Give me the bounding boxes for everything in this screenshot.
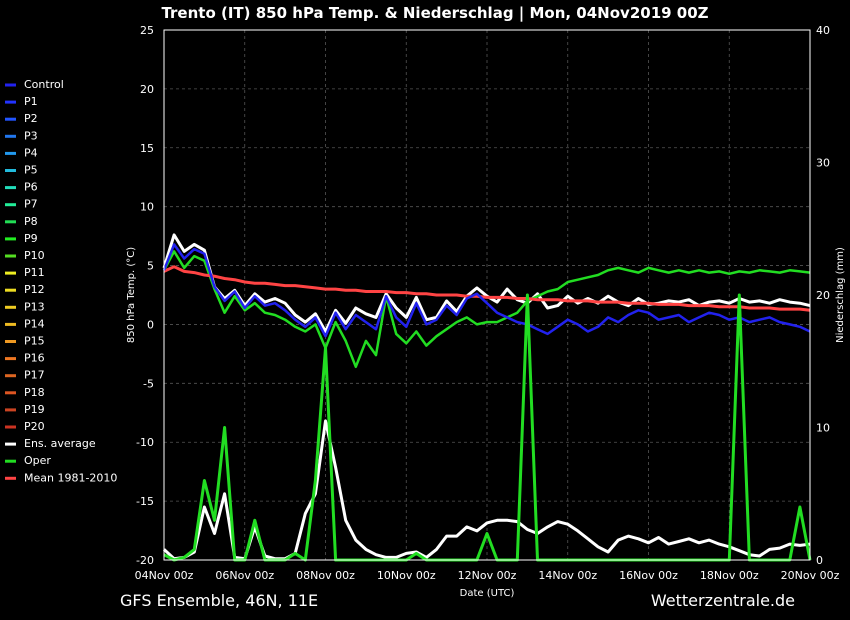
y2-tick-label: 30 [816,157,830,170]
legend-label: P8 [24,215,38,228]
legend-label: P9 [24,232,38,245]
temp-line-mean-1981-2010 [163,265,811,312]
legend-label: P20 [24,420,45,433]
legend-label: P16 [24,352,45,365]
legend-label: P13 [24,300,45,313]
legend-label: P10 [24,249,45,262]
x-tick-label: 04Nov 00z [135,569,194,582]
x-tick-label: 18Nov 00z [700,569,759,582]
x-tick-label: 16Nov 00z [619,569,678,582]
legend-label: Control [24,78,64,91]
temperature-series [162,233,811,369]
y-tick-label: 15 [140,142,154,155]
y-tick-label: -10 [136,436,154,449]
y2-tick-label: 0 [816,554,823,567]
legend-label: P11 [24,266,45,279]
x-tick-label: 14Nov 00z [538,569,597,582]
x-tick-label: 10Nov 00z [377,569,436,582]
y-tick-label: 10 [140,201,154,214]
y-tick-label: -15 [136,495,154,508]
legend-label: Mean 1981-2010 [24,471,117,484]
footer-source: GFS Ensemble, 46N, 11E [120,591,318,610]
temp-line-control [162,243,811,338]
legend-label: P3 [24,129,38,142]
y-axis-label: 850 hPa Temp. (°C) [126,247,137,343]
legend-label: P4 [24,146,38,159]
legend-label: P12 [24,283,45,296]
legend-label: P17 [24,369,45,382]
legend-label: P19 [24,403,45,416]
legend-label: P7 [24,198,38,211]
x-tick-label: 12Nov 00z [458,569,517,582]
y-tick-label: -5 [143,377,154,390]
y-tick-label: 0 [147,318,154,331]
y2-tick-label: 10 [816,422,830,435]
legend-label: P14 [24,317,45,330]
x-axis-label: Date (UTC) [460,588,515,599]
y2-axis-label: Niederschlag (mm) [835,247,846,343]
legend-label: P6 [24,181,38,194]
y-tick-label: 20 [140,83,154,96]
legend-label: Ens. average [24,437,96,450]
y2-tick-label: 40 [816,24,830,37]
plot-frame [163,29,811,561]
x-tick-label: 06Nov 00z [215,569,274,582]
y-tick-label: -20 [136,554,154,567]
x-tick-label: 20Nov 00z [781,569,840,582]
legend: Control P1 P2 P3 P4 P5 P6 P7 P8 P9 P10 P11 P12 P13 P14… [5,78,117,484]
legend-label: P1 [24,95,38,108]
precip-line-ens-average [162,419,811,561]
y2-axis-ticks: 40 30 20 10 0 [816,24,830,567]
legend-label: P5 [24,164,38,177]
legend-label: Oper [24,454,51,467]
x-tick-label: 08Nov 00z [296,569,355,582]
x-axis-ticks: 04Nov 00z 06Nov 00z 08Nov 00z 10Nov 00z 12No… [135,569,840,582]
y-axis-ticks: 25 20 15 10 5 0 -5 -10 -15 -20 [136,24,154,567]
y-tick-label: 25 [140,24,154,37]
legend-label: P15 [24,335,45,348]
legend-label: P2 [24,112,38,125]
legend-label: P18 [24,386,45,399]
footer-site: Wetterzentrale.de [651,591,795,610]
y2-tick-label: 20 [816,289,830,302]
temp-line-oper [162,250,811,369]
y-tick-label: 5 [147,260,154,273]
chart-title: Trento (IT) 850 hPa Temp. & Niederschlag… [161,4,708,23]
